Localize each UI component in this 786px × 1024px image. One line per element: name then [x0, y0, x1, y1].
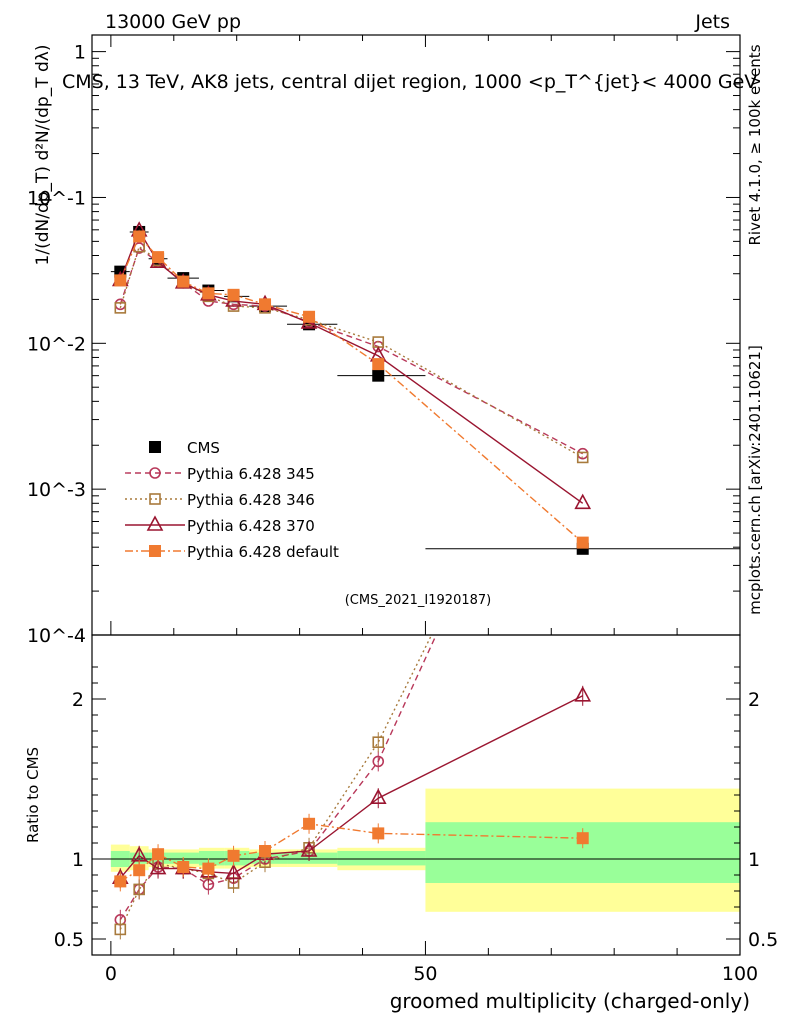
ratio-point-p370	[369, 788, 387, 805]
data-point-pdefault	[114, 274, 127, 287]
side-label-mcplots: mcplots.cern.ch [arXiv:2401.10621]	[746, 345, 764, 615]
analysis-watermark: (CMS_2021_I1920187)	[345, 593, 492, 608]
ratio-point-p370	[300, 841, 318, 857]
legend-marker-CMS	[149, 441, 161, 453]
x-axis-label: groomed multiplicity (charged-only)	[390, 989, 750, 1013]
ratio-line-p346	[119, 635, 433, 930]
data-point-pdefault	[227, 288, 240, 301]
ratio-point-pdefault	[227, 849, 240, 862]
ratio-point-pdefault	[152, 848, 165, 861]
data-point-CMS	[372, 369, 385, 382]
legend-entry-p346: Pythia 6.428 346	[187, 491, 315, 509]
data-point-pdefault	[259, 298, 272, 311]
ratio-point-p345	[372, 755, 385, 768]
ratio-point-pdefault	[303, 817, 316, 830]
ratio-y-tick-label-right: 2	[748, 689, 760, 711]
ratio-y-axis-label: Ratio to CMS	[24, 747, 42, 843]
legend-marker-pdefault	[149, 545, 161, 557]
ratio-point-pdefault	[133, 864, 146, 877]
side-label-rivet: Rivet 4.1.0, ≥ 100k events	[746, 44, 764, 245]
y-tick-label: 1	[74, 42, 86, 64]
uncertainty-band-green	[249, 852, 288, 864]
x-tick-label: 100	[722, 963, 758, 985]
ratio-y-tick-label: 2	[72, 689, 84, 711]
rivet-label: Rivet 4.1.0, ≥ 100k events	[746, 44, 764, 245]
legend-entry-CMS: CMS	[187, 439, 220, 457]
data-point-p346	[576, 451, 589, 464]
series-line-p346	[119, 245, 584, 459]
ratio-point-p370	[149, 858, 167, 875]
main-panel: 1 10^-1 10^-2 10^-3 10^-4 CMS, 13 TeV, AK8 je…	[27, 34, 757, 647]
ratio-point-pdefault	[576, 832, 589, 845]
ratio-panel: 0.5 1 2 0.5 1 2 0 50 100	[54, 634, 778, 985]
series-line-pdefault	[119, 235, 584, 544]
ratio-y-tick-label-right: 1	[748, 849, 760, 871]
ratio-point-pdefault	[372, 827, 385, 840]
legend-marker-p345	[149, 467, 161, 479]
header-left-label: 13000 GeV pp	[105, 11, 241, 33]
legend-marker-p370	[146, 515, 164, 531]
data-point-pdefault	[303, 310, 316, 323]
ratio-series-group	[111, 635, 592, 940]
mcplots-label: mcplots.cern.ch [arXiv:2401.10621]	[746, 345, 764, 615]
uncertainty-band-green	[198, 851, 225, 866]
y-tick-label: 10^-1	[27, 187, 86, 209]
legend-entry-p345: Pythia 6.428 345	[187, 465, 315, 483]
data-point-pdefault	[177, 275, 190, 288]
data-point-p346	[114, 302, 127, 314]
y-tick-label: 10^-2	[27, 333, 86, 355]
ratio-y-tick-label: 0.5	[54, 929, 84, 951]
x-tick-label: 50	[413, 963, 437, 985]
y-axis-label-main: 1/(dN/dp_T) d²N/(dp_T dλ)	[33, 45, 53, 266]
chart-title: CMS, 13 TeV, AK8 jets, central dijet reg…	[62, 71, 757, 93]
data-point-p370	[574, 493, 592, 510]
ratio-point-pdefault	[114, 875, 127, 888]
ratio-line-p345	[119, 635, 437, 921]
ratio-point-p346	[114, 923, 127, 936]
x-tick-label: 0	[105, 963, 117, 985]
ratio-point-p370	[225, 863, 242, 880]
ratio-point-pdefault	[259, 845, 272, 857]
y-tick-label: 10^-3	[27, 479, 86, 501]
legend-marker-p346	[149, 493, 161, 505]
data-point-pdefault	[133, 230, 146, 243]
header-right-label: Jets	[694, 11, 730, 33]
series-line-p345	[119, 246, 584, 455]
ratio-point-pdefault	[202, 862, 215, 875]
ratio-point-p346	[133, 883, 145, 896]
ratio-point-pdefault	[177, 861, 190, 873]
ratio-y-axis-label-text: Ratio to CMS	[24, 747, 42, 843]
ratio-point-p346	[372, 736, 385, 749]
data-point-pdefault	[576, 536, 589, 549]
ratio-point-p370	[574, 686, 592, 702]
series-line-p370	[119, 229, 584, 504]
uncertainty-band-green	[287, 852, 338, 864]
legend-entry-p370: Pythia 6.428 370	[187, 517, 315, 535]
data-point-pdefault	[202, 287, 215, 300]
ratio-line-pdefault	[119, 823, 583, 883]
data-point-pdefault	[372, 358, 385, 371]
ratio-y-tick-label-right: 0.5	[748, 929, 778, 951]
legend-entry-pdefault: Pythia 6.428 default	[187, 543, 339, 561]
y-axis-label-text: 1/(dN/dp_T) d²N/(dp_T dλ)	[33, 45, 53, 266]
data-point-pdefault	[152, 251, 165, 264]
y-tick-label: 10^-4	[27, 625, 86, 647]
ratio-y-tick-label: 1	[72, 849, 84, 871]
uncertainty-band-green	[337, 851, 426, 866]
